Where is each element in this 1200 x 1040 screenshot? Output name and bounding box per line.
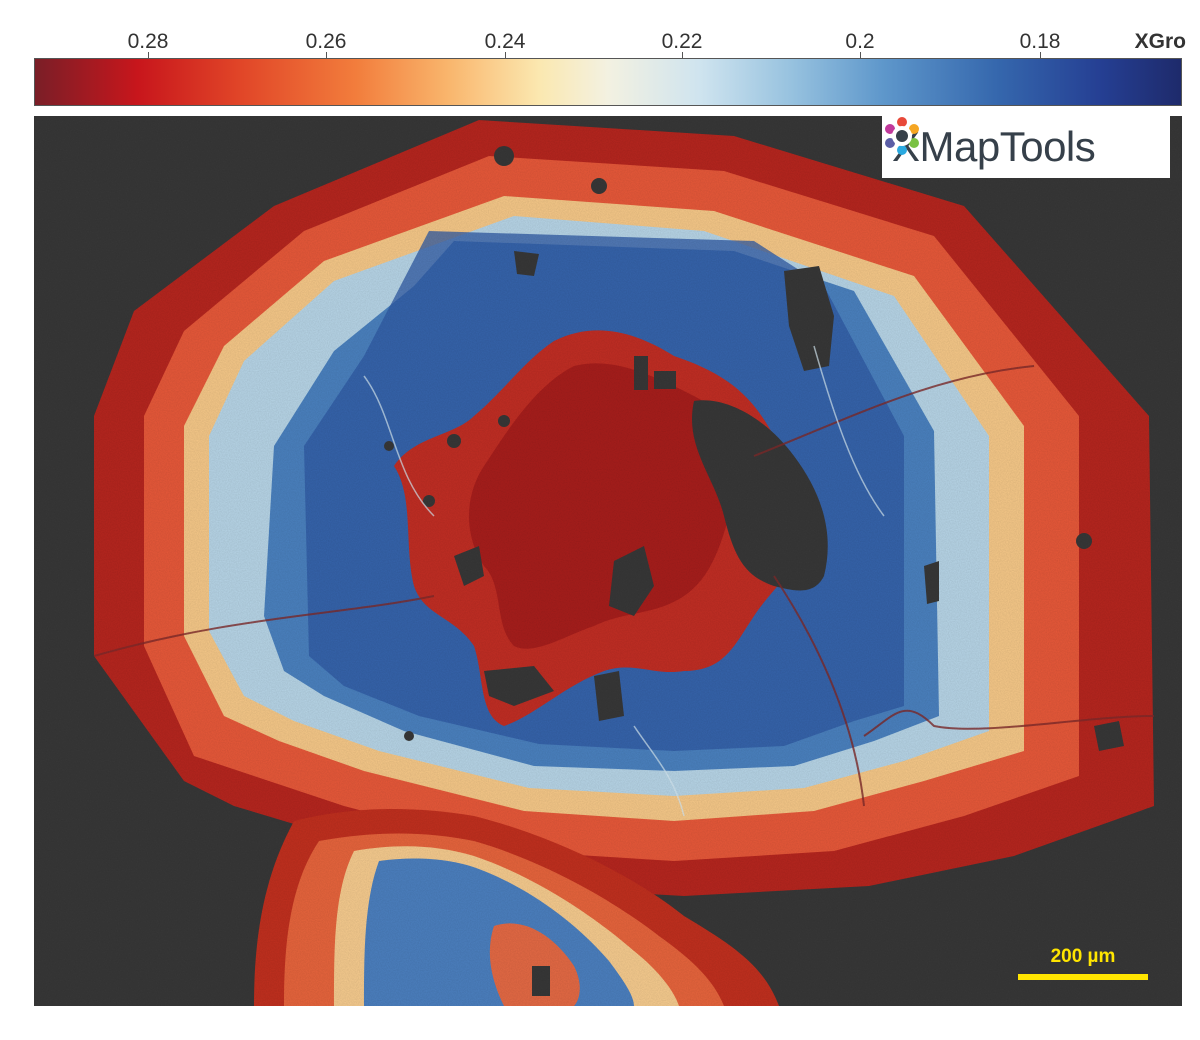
colorbar-tick-mark (1040, 52, 1041, 60)
colorbar-tick-label: 0.22 (661, 30, 703, 53)
colorbar-unit-label: XGro (1134, 30, 1186, 53)
colorbar-tick-mark (505, 52, 506, 60)
colorbar (34, 58, 1182, 106)
colorbar-tick-mark (860, 52, 861, 60)
xgro-map: XMapTools 200 µm (34, 116, 1182, 1006)
colorbar-tick-label: 0.2 (845, 30, 875, 53)
colorbar-tick-label: 0.26 (305, 30, 347, 53)
gear-icon (885, 117, 919, 155)
scale-bar-label: 200 µm (1050, 946, 1116, 967)
logo-text: XMapTools (892, 123, 1096, 170)
colorbar-ticks: 0.28 0.26 0.24 0.22 0.2 0.18 XGro (0, 0, 1200, 60)
colorbar-tick-label: 0.24 (484, 30, 526, 53)
xmaptools-logo: XMapTools (882, 116, 1170, 178)
colorbar-tick-mark (326, 52, 327, 60)
colorbar-tick-label: 0.18 (1019, 30, 1061, 53)
colorbar-tick-mark (148, 52, 149, 60)
scale-bar-line (1018, 974, 1148, 980)
garnet-map-image (34, 116, 1182, 1006)
colorbar-tick-mark (682, 52, 683, 60)
scale-bar: 200 µm (1018, 946, 1148, 980)
colorbar-tick-label: 0.28 (127, 30, 169, 53)
